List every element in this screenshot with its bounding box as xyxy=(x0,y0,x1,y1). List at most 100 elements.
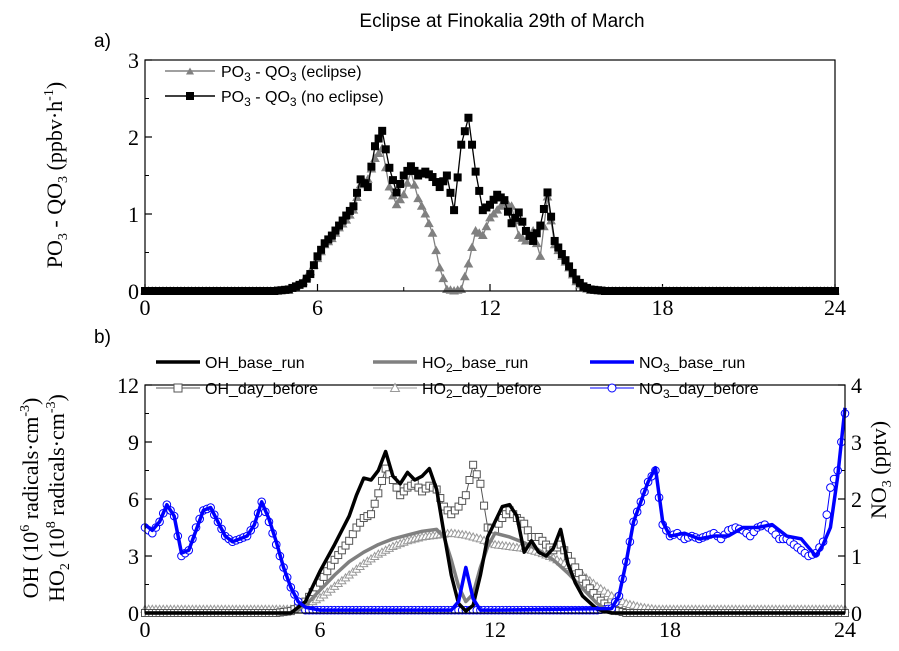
series-po3-qo3-eclipse--point xyxy=(398,189,409,199)
series-po3-qo3-no-eclipse--point xyxy=(500,196,509,205)
series-po3-qo3-eclipse--point xyxy=(467,242,477,251)
series-po3-qo3-eclipse--point xyxy=(409,180,420,189)
series-oh-day-before-point xyxy=(465,476,474,484)
series-po3-qo3-no-eclipse--point xyxy=(565,262,574,271)
series-po3-qo3-no-eclipse--point xyxy=(539,204,548,213)
legend-item-no-eclipse: PO3 - QO3 (no eclipse) xyxy=(165,89,384,109)
legend-item-eclipse: PO3 - QO3 (eclipse) xyxy=(165,64,362,84)
panel-b-y-axis-label-no3: NO3 (pptv) xyxy=(866,421,895,519)
series-po3-qo3-no-eclipse--point xyxy=(367,162,376,171)
series-oh-day-before-point xyxy=(520,519,529,528)
legend-item-oh-day-before: OH_day_before xyxy=(156,381,318,398)
panel-b-legend: OH_base_run HO2_base_run NO3_base_run OH… xyxy=(156,355,759,401)
series-po3-qo3-no-eclipse--point xyxy=(532,229,541,238)
y-tick-label: 3 xyxy=(128,48,139,73)
y-tick-label: 0 xyxy=(128,279,139,304)
series-po3-qo3-eclipse- xyxy=(140,143,840,295)
series-oh-day-before-point xyxy=(377,476,386,485)
series-oh-day-before-point xyxy=(348,530,357,539)
legend-label-ho2-day-before: HO2_day_before xyxy=(422,381,542,401)
series-po3-qo3-eclipse--point xyxy=(459,271,470,281)
y-right-tick-label: 3 xyxy=(851,430,862,455)
series-ho2-day-before xyxy=(140,528,850,613)
legend-label-no-eclipse: PO3 - QO3 (no eclipse) xyxy=(221,89,384,109)
series-po3-qo3-no-eclipse--point xyxy=(543,188,552,197)
legend-marker-oh-day-before xyxy=(173,383,183,393)
legend-item-ho2-base: HO2_base_run xyxy=(373,355,528,375)
series-po3-qo3-no-eclipse--point xyxy=(385,163,394,172)
series-po3-qo3-eclipse--point xyxy=(391,199,402,209)
panel-a-frame xyxy=(144,59,836,292)
figure-title: Eclipse at Finokalia 29th of March xyxy=(359,11,644,32)
series-po3-qo3-eclipse--point xyxy=(477,230,488,240)
series-po3-qo3-no-eclipse--point xyxy=(518,217,527,226)
x-tick-label: 6 xyxy=(315,617,326,642)
series-po3-qo3-no-eclipse--point xyxy=(442,171,451,180)
panel-b-y-axis-label-ho2: HO2 (108 radicals·cm-3) xyxy=(44,394,73,602)
x-tick-label: 0 xyxy=(140,617,151,642)
x-tick-label: 18 xyxy=(659,617,681,642)
x-tick-label: 24 xyxy=(824,295,846,320)
series-oh-day-before-point xyxy=(523,526,532,535)
series-po3-qo3-no-eclipse--point xyxy=(309,261,318,270)
series-po3-qo3-eclipse--point xyxy=(521,235,531,245)
panel-b-frame xyxy=(144,384,846,614)
legend-item-no3-base: NO3_base_run xyxy=(590,355,745,375)
y-tick-label: 12 xyxy=(117,373,139,398)
y-right-tick-label: 4 xyxy=(851,373,862,398)
series-po3-qo3-eclipse--point xyxy=(413,193,423,203)
panel-a-legend: PO3 - QO3 (eclipse) PO3 - QO3 (no eclips… xyxy=(165,64,384,109)
x-tick-label: 12 xyxy=(479,295,501,320)
series-po3-qo3-no-eclipse--point xyxy=(475,186,484,195)
x-tick-label: 0 xyxy=(140,295,151,320)
y-tick-label: 9 xyxy=(128,430,139,455)
legend-marker-no-eclipse xyxy=(186,92,194,100)
legend-marker-no3-day-before xyxy=(607,383,617,393)
series-po3-qo3-no-eclipse--point xyxy=(349,202,358,211)
series-po3-qo3-eclipse--point xyxy=(420,208,431,218)
series-no3-base-run xyxy=(143,407,847,612)
series-po3-qo3-no-eclipse--point xyxy=(468,140,477,149)
series-po3-qo3-no-eclipse--point xyxy=(529,236,538,245)
legend-label-eclipse: PO3 - QO3 (eclipse) xyxy=(221,64,362,84)
y-tick-label: 3 xyxy=(128,544,139,569)
panel-b-series xyxy=(140,407,850,617)
legend-label-no3-base: NO3_base_run xyxy=(639,355,745,375)
series-po3-qo3-no-eclipse--point xyxy=(446,188,455,197)
series-po3-qo3-no-eclipse--point xyxy=(378,126,387,135)
series-po3-qo3-eclipse--point xyxy=(438,273,449,283)
panel-a-series xyxy=(140,113,840,295)
series-oh-day-before-point xyxy=(472,470,481,479)
series-ho2-base-run-line xyxy=(145,527,845,615)
series-po3-qo3-no-eclipse--point xyxy=(547,212,556,221)
series-po3-qo3-no-eclipse--point xyxy=(450,206,459,215)
series-po3-qo3-no-eclipse--point xyxy=(464,113,473,122)
y-right-tick-label: 2 xyxy=(851,487,862,512)
series-po3-qo3-no-eclipse--point xyxy=(317,245,326,254)
series-no3-day-before xyxy=(140,409,850,615)
panel-b-label: b) xyxy=(94,327,111,348)
y-tick-label: 0 xyxy=(128,601,139,626)
series-po3-qo3-no-eclipse--point xyxy=(554,243,563,252)
series-oh-day-before-point xyxy=(392,483,401,492)
series-po3-qo3-no-eclipse--point xyxy=(568,268,577,277)
legend-marker-eclipse xyxy=(186,67,194,75)
series-oh-day-before-point xyxy=(374,489,383,498)
legend-label-no3-day-before: NO3_day_before xyxy=(639,381,759,401)
legend-item-ho2-day-before: HO2_day_before xyxy=(373,381,542,401)
series-oh-day-before-point xyxy=(461,491,470,500)
series-po3-qo3-eclipse--point xyxy=(416,201,427,210)
y-tick-label: 6 xyxy=(128,487,139,512)
series-oh-day-before-point xyxy=(345,536,354,545)
series-no3-day-before-point xyxy=(822,510,832,519)
series-po3-qo3-no-eclipse--point xyxy=(514,208,523,217)
series-po3-qo3-eclipse--point xyxy=(384,182,395,191)
series-po3-qo3-eclipse--point xyxy=(395,194,406,204)
panel-b: b) OH (106 radicals·cm-3) HO2 (108 radic… xyxy=(18,327,895,642)
series-po3-qo3-no-eclipse--point xyxy=(388,176,397,185)
series-po3-qo3-no-eclipse--point xyxy=(396,179,405,188)
series-po3-qo3-no-eclipse--point xyxy=(392,188,401,197)
series-po3-qo3-no-eclipse--point xyxy=(363,183,372,192)
legend-label-ho2-base: HO2_base_run xyxy=(422,355,528,375)
